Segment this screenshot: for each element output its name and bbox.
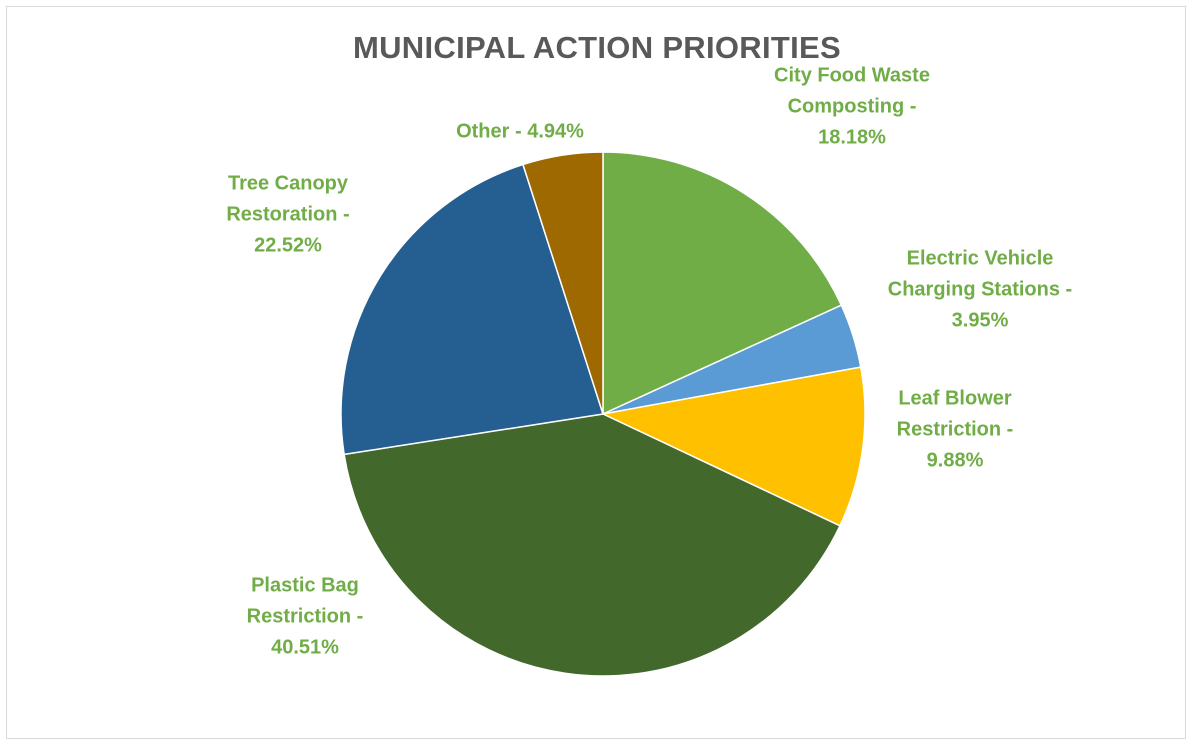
data-label-city-food-waste-composting-line-1: City Food Waste [774, 64, 930, 86]
pie-slices [340, 151, 866, 677]
data-label-tree-canopy-restoration-line-2: Restoration - [226, 203, 349, 225]
data-label-leaf-blower-restriction-line-2: Restriction - [897, 418, 1014, 440]
pie-slice-leaf-blower-restriction [600, 366, 866, 527]
pie-labels: City Food Waste Composting - 18.18% Electri… [226, 64, 1072, 658]
data-label-electric-vehicle-charging-stations-line-3: 3.95% [952, 309, 1009, 331]
pie-slice-other [522, 151, 604, 415]
pie-slice-tree-canopy-restoration [340, 163, 604, 456]
data-label-tree-canopy-restoration-line-1: Tree Canopy [228, 172, 349, 194]
data-label-leaf-blower-restriction-line-1: Leaf Blower [898, 387, 1012, 409]
data-label-plastic-bag-restriction-line-3: 40.51% [271, 636, 339, 658]
pie-slice-plastic-bag-restriction [343, 413, 841, 677]
data-label-city-food-waste-composting-line-3: 18.18% [818, 126, 886, 148]
data-label-city-food-waste-composting-line-2: Composting - [788, 95, 917, 117]
data-label-tree-canopy-restoration-line-3: 22.52% [254, 234, 322, 256]
data-label-leaf-blower-restriction-line-3: 9.88% [927, 449, 984, 471]
pie-slice-city-food-waste-composting [602, 151, 843, 416]
data-label-electric-vehicle-charging-stations-line-2: Charging Stations - [888, 278, 1072, 300]
data-label-plastic-bag-restriction-line-2: Restriction - [247, 605, 364, 627]
data-label-electric-vehicle-charging-stations-line-1: Electric Vehicle [907, 247, 1054, 269]
data-label-other-line-1: Other - 4.94% [456, 120, 584, 142]
chart-title: MUNICIPAL ACTION PRIORITIES [352, 30, 842, 65]
data-label-plastic-bag-restriction-line-1: Plastic Bag [251, 574, 359, 596]
